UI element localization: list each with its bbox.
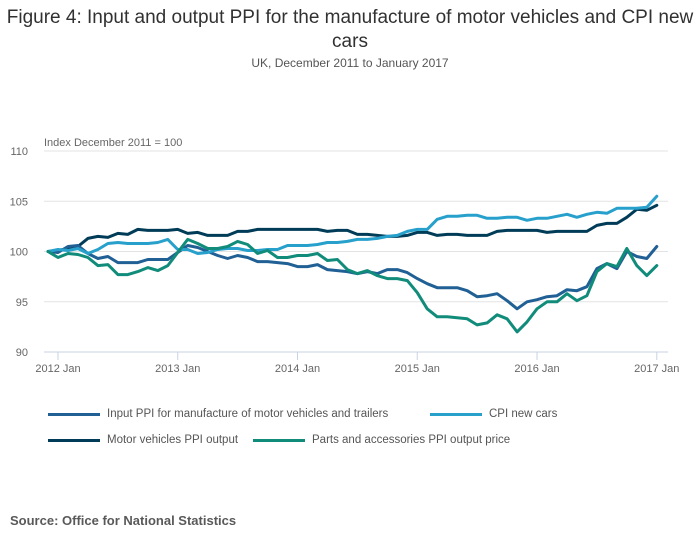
legend-item-motor-vehicles-ppi[interactable]: Motor vehicles PPI output bbox=[48, 434, 238, 446]
series-line-parts-accessories[interactable] bbox=[46, 237, 659, 334]
x-tick-label: 2012 Jan bbox=[35, 363, 80, 375]
y-axis-label: Index December 2011 = 100 bbox=[44, 137, 182, 149]
y-tick-label: 90 bbox=[16, 347, 28, 359]
legend-label-parts-accessories: Parts and accessories PPI output price bbox=[312, 434, 511, 446]
legend-item-parts-accessories[interactable]: Parts and accessories PPI output price bbox=[253, 434, 510, 446]
x-tick-label: 2015 Jan bbox=[395, 363, 440, 375]
legend-label-motor-vehicles-ppi: Motor vehicles PPI output bbox=[107, 434, 239, 446]
legend-label-input-ppi: Input PPI for manufacture of motor vehic… bbox=[107, 408, 389, 420]
y-tick-label: 110 bbox=[10, 146, 28, 158]
series-line-motor-vehicles-ppi[interactable] bbox=[46, 203, 659, 253]
chart-title: Figure 4: Input and output PPI for the m… bbox=[6, 7, 694, 52]
series-line-input-ppi[interactable] bbox=[46, 244, 659, 311]
x-tick-label: 2014 Jan bbox=[275, 363, 320, 375]
legend-swatch-cpi-new-cars bbox=[430, 412, 482, 416]
legend-item-cpi-new-cars[interactable]: CPI new cars bbox=[430, 408, 557, 420]
y-tick-label: 95 bbox=[16, 297, 28, 309]
line-chart: 90 95 100 105 110 Index December 2011 = 100 20… bbox=[10, 137, 680, 375]
legend-label-cpi-new-cars: CPI new cars bbox=[489, 408, 558, 420]
y-tick-label: 105 bbox=[10, 196, 28, 208]
legend-swatch-motor-vehicles-ppi bbox=[48, 438, 100, 442]
x-tick-label: 2013 Jan bbox=[155, 363, 200, 375]
legend-item-input-ppi[interactable]: Input PPI for manufacture of motor vehic… bbox=[48, 408, 388, 420]
x-tick-label: 2016 Jan bbox=[514, 363, 559, 375]
x-tick-label: 2017 Jan bbox=[634, 363, 679, 375]
source-note: Source: Office for National Statistics bbox=[10, 513, 237, 528]
legend-swatch-parts-accessories bbox=[253, 438, 305, 442]
chart-subtitle: UK, December 2011 to January 2017 bbox=[251, 56, 449, 70]
legend-swatch-input-ppi bbox=[48, 412, 100, 416]
series-line-cpi-new-cars[interactable] bbox=[46, 194, 659, 255]
y-tick-label: 100 bbox=[10, 247, 28, 259]
